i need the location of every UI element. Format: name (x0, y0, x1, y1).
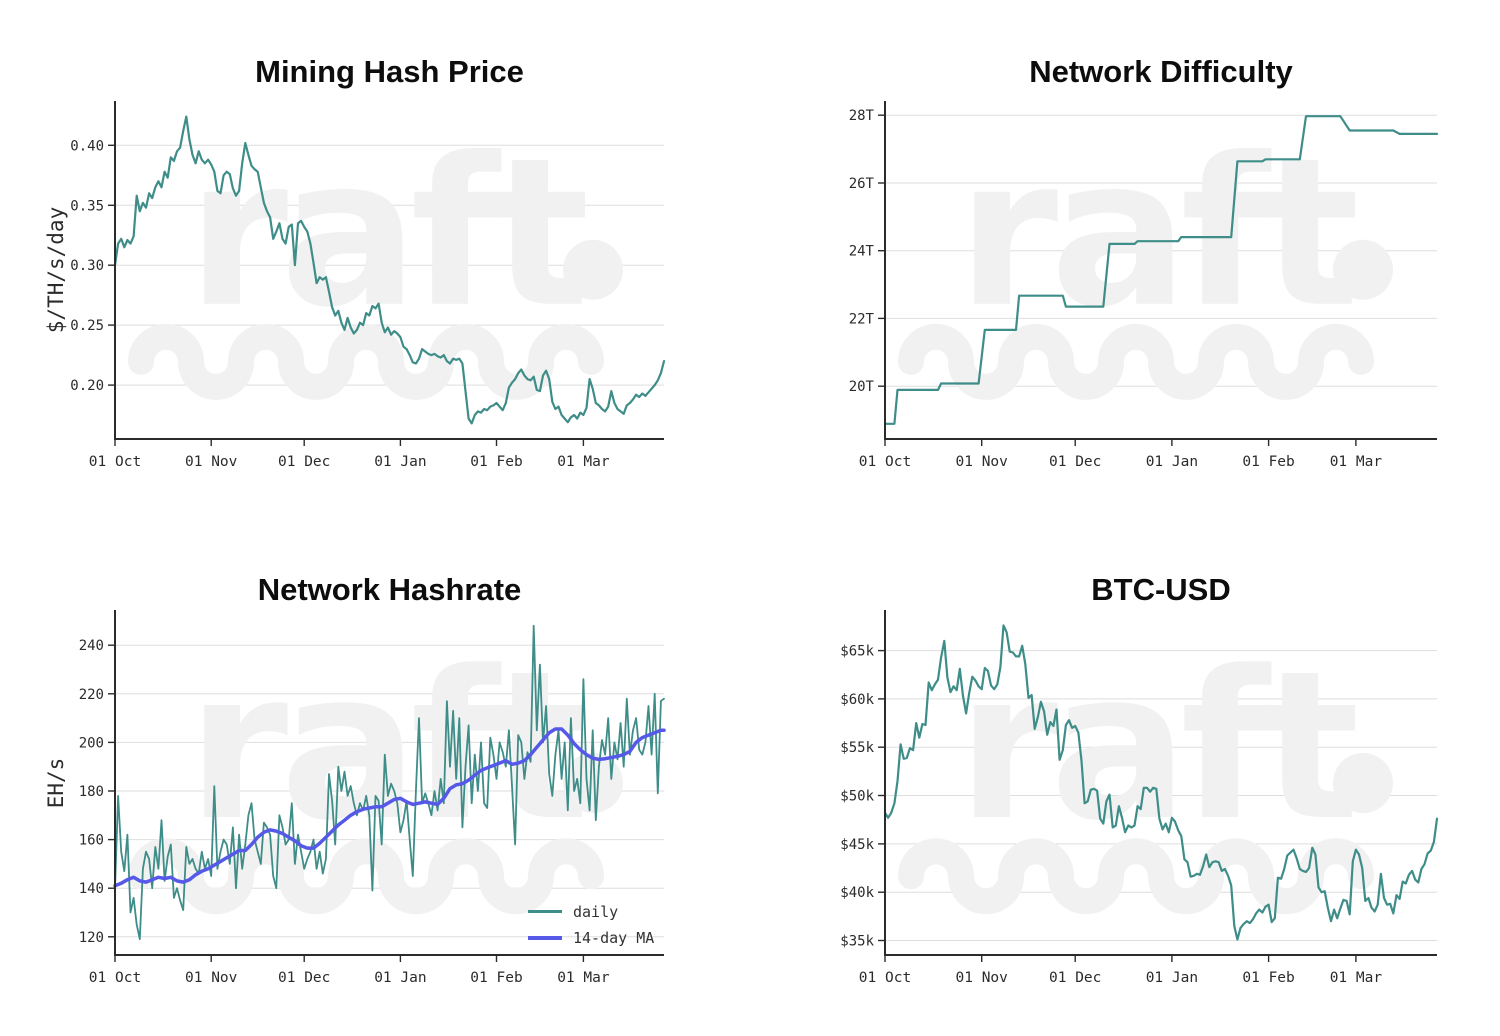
x-tick-label: 01 Mar (1330, 454, 1383, 470)
hashrate-plot: raft 240 220 200 180 160 140 120 01 Oct 01 Nov 01 … (79, 610, 666, 986)
x-tick-label: 01 Nov (185, 454, 238, 470)
x-tick-label: 01 Nov (956, 454, 1009, 470)
legend: daily 14-day MA (528, 901, 654, 948)
watermark-wave-icon (898, 838, 1374, 915)
watermark-wave-icon (128, 323, 604, 400)
watermark-period-dot (563, 753, 623, 813)
watermark-period-dot (1333, 239, 1393, 300)
x-tick-label: 01 Dec (278, 454, 330, 470)
chart-title-mining-hash-price: Mining Hash Price (255, 54, 524, 89)
legend-label-daily: daily (573, 902, 619, 921)
x-tick-label: 01 Mar (1330, 970, 1383, 986)
y-tick-label: $35k (840, 934, 874, 950)
x-tick-label: 01 Jan (374, 970, 426, 986)
series-line-difficulty (883, 115, 1439, 425)
x-tick-label: 01 Mar (557, 970, 610, 986)
watermark-text: raft (187, 115, 586, 353)
difficulty-plot: raft 28T 26T 24T 22T 20T 01 Oct 01 Nov 01 Dec 01 … (849, 101, 1439, 470)
watermark-text: raft (957, 628, 1356, 866)
y-tick-label: 200 (79, 735, 104, 751)
series-line-daily (114, 624, 665, 941)
y-tick-label: 0.30 (70, 258, 104, 274)
legend-swatch-14-day-ma (528, 935, 562, 940)
x-tick-label: 01 Dec (1049, 454, 1101, 470)
x-tick-label: 01 Dec (278, 970, 330, 986)
x-tick-label: 01 Jan (1146, 970, 1198, 986)
y-tick-label: 140 (79, 881, 104, 897)
x-tick-label: 01 Dec (1049, 970, 1101, 986)
y-tick-label: 0.35 (70, 198, 104, 214)
y-tick-label: $65k (840, 644, 874, 660)
x-tick-label: 01 Nov (185, 970, 238, 986)
y-tick-label: 26T (849, 176, 875, 192)
y-tick-label: 180 (79, 784, 104, 800)
y-tick-label: 0.20 (70, 378, 104, 394)
x-tick-label: 01 Oct (89, 970, 141, 986)
watermark-wave-icon (128, 838, 604, 915)
chart-network-difficulty: Network Difficulty raft 28T 26T 24T 22T 20T 01… (750, 0, 1500, 518)
y-tick-label: $50k (840, 789, 874, 805)
x-tick-label: 01 Oct (89, 454, 141, 470)
legend-swatch-daily (528, 910, 562, 913)
x-tick-label: 01 Jan (374, 454, 426, 470)
watermark-text: raft (957, 115, 1356, 353)
y-tick-label: 0.40 (70, 138, 104, 154)
watermark-text: raft (187, 628, 586, 866)
x-tick-label: 01 Nov (956, 970, 1009, 986)
chart-title-network-hashrate: Network Hashrate (257, 572, 522, 607)
legend-item-14-day-ma: 14-day MA (528, 927, 654, 948)
btc-usd-plot: raft $65k $60k $55k $50k $45k $40k $35k 01 Oct 01… (840, 610, 1439, 986)
watermark-period-dot (1333, 753, 1393, 813)
y-tick-label: 220 (79, 687, 104, 703)
watermark-period-dot (563, 239, 623, 300)
y-tick-label: 22T (849, 311, 875, 327)
x-tick-label: 01 Oct (859, 970, 911, 986)
chart-mining-hash-price: Mining Hash Price $/TH/s/day raft 0.40 0.3… (0, 0, 750, 518)
y-tick-label: $40k (840, 885, 874, 901)
x-tick-label: 01 Feb (470, 970, 522, 986)
x-tick-label: 01 Oct (859, 454, 911, 470)
hash-price-plot: raft 0.40 0.35 0.30 0.25 0.20 01 Oct 01 Nov 01 D… (70, 101, 666, 470)
chart-title-btc-usd: BTC-USD (1091, 572, 1231, 607)
x-tick-label: 01 Feb (1242, 454, 1294, 470)
series-line-hash-price (113, 115, 666, 425)
x-tick-label: 01 Feb (470, 454, 522, 470)
y-tick-label: $45k (840, 837, 874, 853)
chart-network-hashrate: Network Hashrate EH/s raft 240 220 200 180 16… (0, 518, 750, 1036)
y-tick-label: 20T (849, 379, 875, 395)
y-tick-label: 240 (79, 638, 104, 654)
y-tick-label: 160 (79, 833, 104, 849)
y-tick-label: 120 (79, 930, 104, 946)
y-tick-label: 28T (849, 108, 875, 124)
y-tick-label: $55k (840, 740, 874, 756)
chart-btc-usd: BTC-USD raft $65k $60k $55k $50k $45k $40k $35k… (750, 518, 1500, 1036)
watermark-wave-icon (898, 323, 1374, 400)
x-tick-label: 01 Mar (557, 454, 610, 470)
legend-label-14-day-ma: 14-day MA (573, 928, 655, 947)
legend-item-daily: daily (528, 901, 654, 922)
x-tick-label: 01 Feb (1242, 970, 1294, 986)
y-tick-label: $60k (840, 692, 874, 708)
y-tick-label: 0.25 (70, 318, 104, 334)
series-line-btc-usd (883, 624, 1439, 941)
series-line-14-day-ma (113, 727, 666, 888)
y-tick-label: 24T (849, 244, 875, 260)
x-tick-label: 01 Jan (1146, 454, 1198, 470)
chart-title-network-difficulty: Network Difficulty (1029, 54, 1293, 89)
